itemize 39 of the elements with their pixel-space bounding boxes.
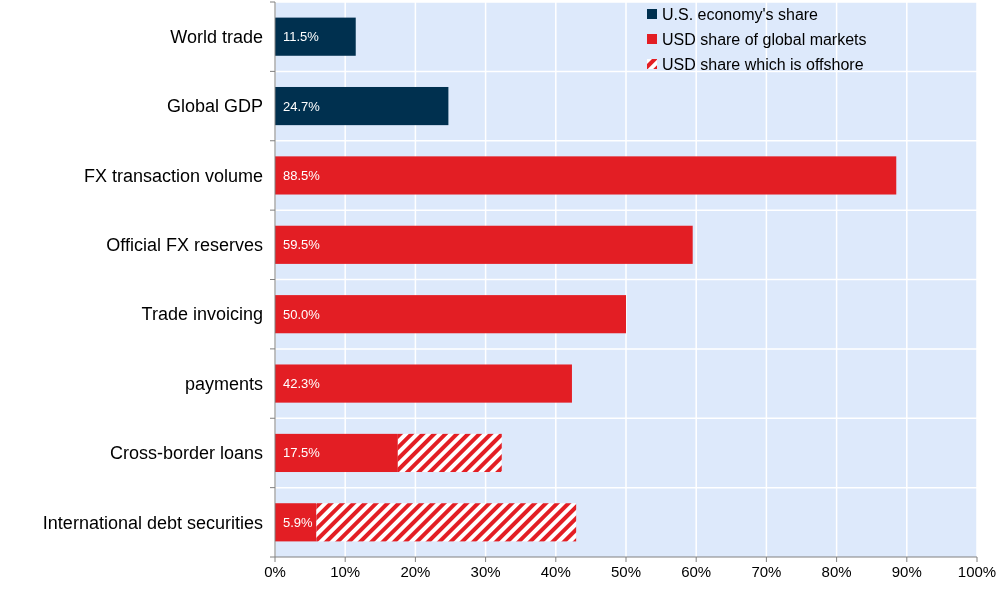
x-tick-label: 40% (540, 563, 571, 580)
data-label: 17.5% (283, 445, 321, 461)
y-tick-label: payments (184, 373, 263, 394)
data-label: 5.9% (283, 514, 314, 530)
y-tick-label: FX transaction volume (83, 165, 263, 186)
data-label: 24.7% (283, 98, 321, 114)
x-tick-label: 90% (891, 563, 922, 580)
x-tick-label: 100% (957, 563, 997, 580)
data-label: 50.0% (283, 306, 321, 322)
legend-label: USD share of global markets (662, 30, 867, 48)
y-tick-label: Global GDP (166, 96, 263, 117)
y-tick-label: World trade (170, 26, 263, 47)
data-label: 11.5% (283, 29, 320, 45)
bar (275, 364, 572, 403)
bar (275, 17, 356, 56)
x-tick-label: 10% (330, 563, 361, 580)
x-tick-label: 60% (681, 563, 712, 580)
x-tick-label: 70% (751, 563, 782, 580)
y-tick-label: Official FX reserves (106, 235, 263, 256)
y-tick-label: Cross-border loans (109, 443, 263, 464)
x-tick-label: 50% (610, 563, 642, 580)
bar (275, 295, 626, 334)
x-tick-label: 30% (470, 563, 501, 580)
legend-label: U.S. economy's share (662, 5, 819, 23)
y-tick-label: International debt securities (42, 512, 263, 533)
data-label: 59.5% (283, 237, 321, 253)
x-tick-label: 20% (400, 563, 431, 580)
bar (275, 156, 897, 195)
y-tick-label: Trade invoicing (141, 304, 263, 325)
bar (275, 225, 693, 264)
x-tick-label: 80% (821, 563, 852, 580)
x-tick-label: 0% (264, 563, 286, 580)
legend-label: USD share which is offshore (662, 55, 864, 73)
bar (275, 86, 449, 126)
data-label: 42.3% (283, 376, 321, 392)
data-label: 88.5% (283, 167, 321, 183)
bar (316, 503, 577, 542)
bar (397, 433, 502, 473)
bar (275, 433, 398, 473)
